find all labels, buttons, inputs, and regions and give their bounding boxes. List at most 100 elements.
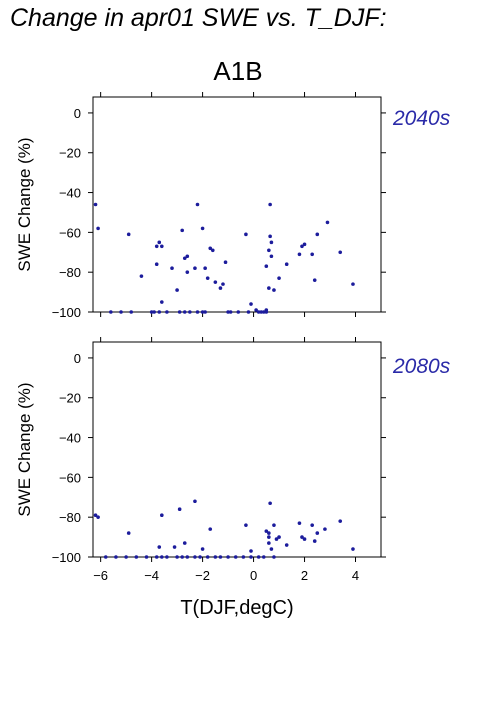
data-point: [157, 240, 162, 245]
data-point: [246, 310, 251, 314]
panel-title-2040s: 2040s: [393, 107, 451, 130]
data-point: [249, 555, 253, 559]
data-point: [325, 220, 330, 225]
data-point: [203, 310, 207, 314]
data-point: [154, 555, 159, 559]
data-point: [312, 278, 317, 282]
data-point: [261, 555, 266, 559]
data-point: [205, 555, 210, 559]
data-point: [160, 300, 164, 304]
data-point: [172, 545, 177, 549]
panel-title-2080s: 2080s: [393, 355, 451, 378]
plot-frame-2040s: [92, 96, 382, 313]
data-point: [300, 244, 304, 249]
x-tick-label: 4: [352, 568, 359, 583]
data-point: [268, 234, 272, 239]
data-point: [213, 280, 218, 284]
data-point: [269, 547, 274, 551]
data-point: [312, 539, 317, 543]
data-point: [200, 310, 205, 314]
data-point: [129, 310, 134, 314]
data-point: [338, 519, 343, 523]
x-tick-label: 0: [250, 568, 257, 583]
data-point: [175, 555, 179, 559]
data-point: [185, 254, 190, 259]
data-point: [114, 555, 118, 559]
data-point: [180, 228, 185, 233]
y-tick-label: −40: [59, 186, 81, 201]
data-point: [268, 501, 272, 506]
data-point: [109, 310, 113, 314]
data-point: [103, 555, 108, 559]
data-point: [198, 555, 202, 559]
data-point: [241, 555, 246, 559]
y-tick-label: −20: [59, 146, 81, 161]
data-point: [160, 244, 164, 249]
data-point: [96, 226, 100, 231]
data-point: [272, 288, 276, 292]
data-point: [297, 521, 302, 525]
data-point: [165, 310, 169, 314]
data-point: [272, 523, 276, 527]
x-axis-label: T(DJF,degC): [180, 597, 293, 619]
data-point: [274, 537, 279, 541]
data-point: [351, 547, 355, 551]
figure-title: Change in apr01 SWE vs. T_DJF:: [10, 4, 387, 32]
data-point: [170, 266, 174, 271]
data-point: [182, 310, 187, 314]
data-point: [315, 232, 320, 237]
data-point: [261, 310, 266, 314]
x-tick-label: −2: [195, 568, 210, 583]
data-point: [205, 276, 210, 280]
data-point: [249, 302, 253, 306]
data-point: [284, 543, 289, 547]
data-point: [193, 499, 197, 504]
data-point: [96, 515, 100, 519]
data-point: [236, 310, 241, 314]
data-point: [223, 260, 228, 265]
data-point: [154, 262, 159, 267]
x-tick-label: 2: [301, 568, 308, 583]
data-point: [152, 310, 156, 314]
data-point: [277, 535, 281, 539]
data-point: [144, 555, 149, 559]
data-point: [233, 555, 238, 559]
data-point: [221, 282, 225, 286]
data-point: [256, 555, 261, 559]
data-point: [267, 286, 271, 290]
data-point: [149, 310, 154, 314]
data-point: [268, 202, 272, 207]
data-point: [93, 513, 98, 517]
data-point: [210, 248, 215, 253]
data-point: [175, 288, 179, 292]
data-point: [93, 202, 98, 207]
data-point: [177, 310, 182, 314]
plot-frame-2080s: [92, 341, 382, 558]
data-point: [165, 555, 169, 559]
data-point: [310, 252, 314, 257]
data-point: [272, 555, 276, 559]
data-point: [124, 555, 128, 559]
data-point: [338, 250, 343, 255]
data-point: [200, 547, 205, 551]
y-tick-label: −60: [59, 225, 81, 240]
y-axis-label: SWE Change (%): [15, 137, 34, 271]
y-tick-label: −80: [59, 265, 81, 280]
data-point: [203, 266, 207, 271]
data-point: [139, 274, 144, 278]
data-point: [226, 555, 230, 559]
data-point: [244, 523, 248, 527]
data-point: [185, 270, 190, 274]
data-point: [160, 513, 164, 517]
data-point: [249, 549, 253, 553]
data-point: [267, 541, 271, 545]
data-point: [259, 310, 264, 314]
data-point: [256, 310, 261, 314]
y-tick-label: 0: [74, 106, 81, 121]
y-tick-label: 0: [74, 351, 81, 366]
data-point: [218, 286, 223, 290]
data-point: [226, 310, 230, 314]
data-point: [193, 266, 197, 271]
data-point: [228, 310, 233, 314]
data-point: [193, 555, 197, 559]
